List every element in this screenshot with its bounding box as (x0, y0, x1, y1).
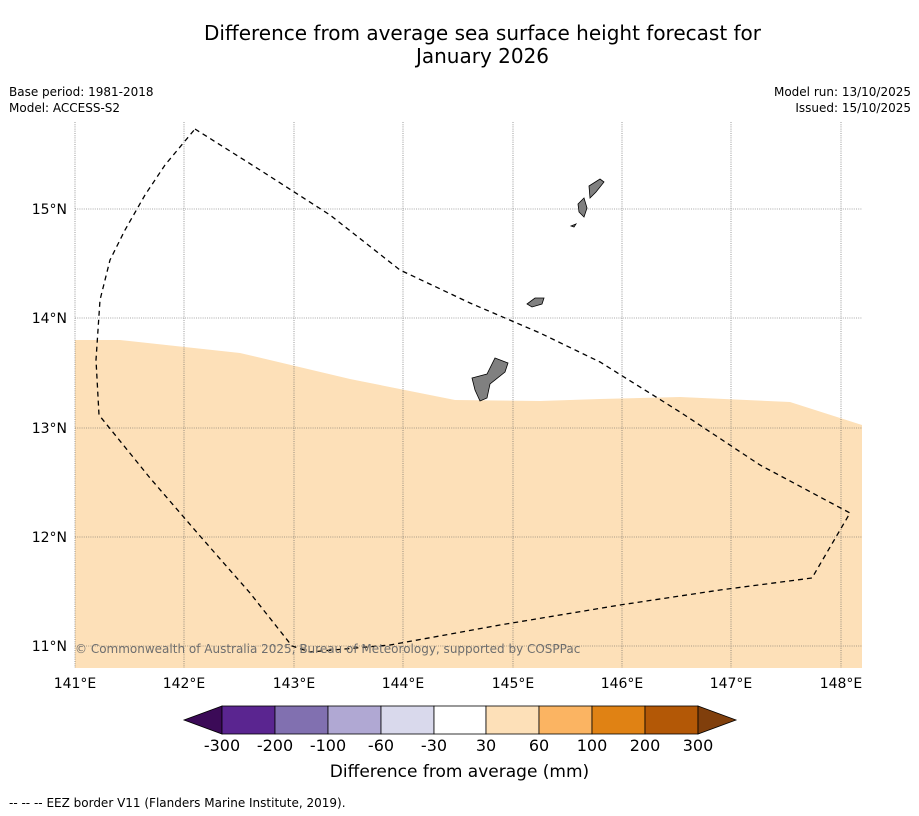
island-saipan (588, 178, 605, 199)
lon-labels: 141°E 142°E 143°E 144°E 145°E 146°E 147°… (54, 676, 863, 692)
colorbar-segment-neg100-neg60 (327, 705, 382, 735)
lat-label-12: 12°N (32, 530, 67, 546)
cb-tick-neg100: -100 (309, 736, 347, 755)
lat-label-13: 13°N (32, 421, 67, 437)
land-masses (471, 178, 605, 402)
meta-left: Base period: 1981-2018 Model: ACCESS-S2 (9, 84, 154, 116)
cb-tick-30: 30 (475, 736, 497, 755)
colorbar-segment-neg60-neg30 (380, 705, 435, 735)
lon-label-142: 142°E (163, 676, 206, 692)
colorbar-segment-200-300 (644, 705, 699, 735)
colorbar-segment-neg30-30 (433, 705, 487, 735)
island-rota (526, 297, 545, 308)
lon-label-144: 144°E (382, 676, 425, 692)
title-line-1: Difference from average sea surface heig… (203, 21, 762, 45)
colorbar-under-arrow (182, 705, 223, 735)
colorbar-title: Difference from average (mm) (329, 762, 590, 782)
cb-tick-neg60: -60 (367, 736, 395, 755)
colorbar-over-arrow (697, 705, 738, 735)
eez-legend-text: EEZ border V11 (Flanders Marine Institut… (46, 796, 346, 810)
eez-legend: -- -- -- EEZ border V11 (Flanders Marine… (9, 796, 346, 810)
copyright-text: © Commonwealth of Australia 2025, Bureau… (75, 642, 580, 656)
meta-right: Model run: 13/10/2025 Issued: 15/10/2025 (774, 84, 911, 116)
island-tinian (577, 197, 588, 218)
eez-border (95, 128, 851, 653)
lat-label-15: 15°N (32, 202, 67, 218)
anomaly-field-30-60 (75, 340, 862, 668)
colorbar-segment-neg200-neg100 (274, 705, 329, 735)
lon-label-146: 146°E (601, 676, 644, 692)
colorbar-segment-100-200 (591, 705, 646, 735)
lon-label-143: 143°E (273, 676, 316, 692)
base-period-text: Base period: 1981-2018 (9, 85, 154, 99)
lon-label-145: 145°E (492, 676, 535, 692)
map-figure: 15°N 14°N 13°N 12°N 11°N 141°E 142°E 143… (32, 122, 863, 735)
eez-legend-symbol: -- -- -- (9, 796, 43, 810)
chart-title: Difference from average sea surface heig… (0, 22, 919, 68)
lon-label-141: 141°E (54, 676, 97, 692)
lat-labels: 15°N 14°N 13°N 12°N 11°N (32, 202, 67, 655)
cb-tick-100: 100 (576, 736, 608, 755)
lat-label-11: 11°N (32, 639, 67, 655)
title-line-2: January 2026 (415, 44, 550, 68)
lon-label-147: 147°E (710, 676, 753, 692)
cb-tick-neg300: -300 (203, 736, 241, 755)
lon-label-148: 148°E (820, 676, 863, 692)
issued-text: Issued: 15/10/2025 (795, 101, 911, 115)
gridlines (74, 122, 862, 668)
colorbar-segment-30-60 (485, 705, 540, 735)
cb-tick-300: 300 (682, 736, 714, 755)
island-aguijan (569, 223, 578, 228)
cb-tick-200: 200 (629, 736, 661, 755)
cb-tick-neg200: -200 (256, 736, 294, 755)
model-run-text: Model run: 13/10/2025 (773, 85, 911, 99)
cb-tick-neg30: -30 (420, 736, 448, 755)
colorbar-segment-60-100 (538, 705, 593, 735)
colorbar-segment-neg300-neg200 (221, 705, 276, 735)
island-guam (471, 357, 509, 402)
colorbar (182, 705, 738, 735)
cb-tick-60: 60 (528, 736, 550, 755)
lat-label-14: 14°N (32, 311, 67, 327)
model-text: Model: ACCESS-S2 (9, 101, 121, 115)
